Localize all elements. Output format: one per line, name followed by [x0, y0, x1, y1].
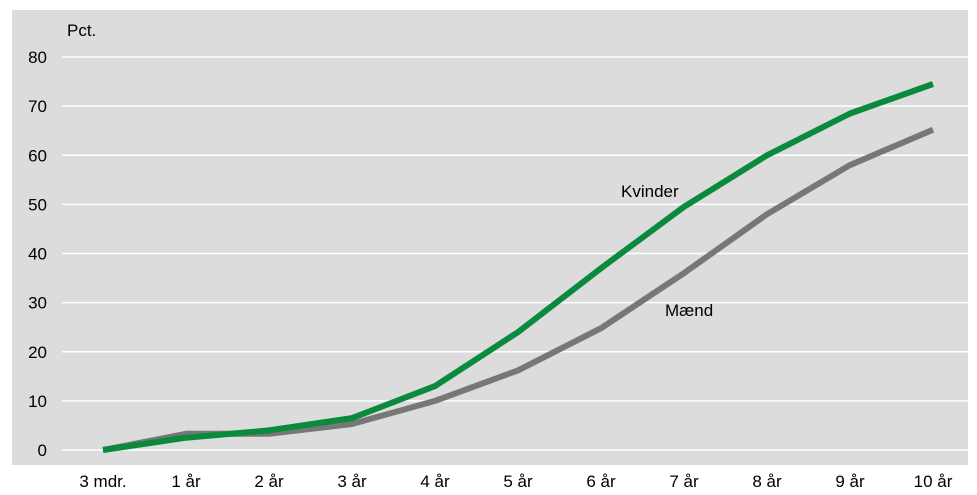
y-tick-label: 50: [28, 195, 47, 214]
y-axis-ticks: 0 10 20 30 40 50 60 70 80: [28, 48, 47, 460]
x-tick-label: 3 mdr.: [79, 472, 126, 491]
gridlines: [62, 56, 968, 451]
x-tick-label: 5 år: [503, 472, 533, 491]
y-tick-label: 0: [38, 441, 47, 460]
plot-area: [12, 10, 968, 465]
series-line-kvinder: [102, 81, 935, 453]
x-tick-label: 7 år: [669, 472, 699, 491]
x-axis-ticks: 3 mdr. 1 år 2 år 3 år 4 år 5 år 6 år 7 år 8 år 9 …: [79, 472, 952, 491]
series-label: Kvinder: [621, 182, 679, 201]
y-tick-label: 80: [28, 48, 47, 67]
x-tick-label: 9 år: [835, 472, 865, 491]
y-tick-label: 60: [28, 146, 47, 165]
series-lines: [102, 81, 935, 453]
x-tick-label: 2 år: [254, 472, 284, 491]
x-tick-label: 4 år: [420, 472, 450, 491]
x-tick-label: 3 år: [337, 472, 367, 491]
series-labels: Kvinder Mænd: [621, 182, 713, 320]
x-tick-label: 1 år: [171, 472, 201, 491]
y-tick-label: 30: [28, 294, 47, 313]
y-tick-label: 40: [28, 245, 47, 264]
x-tick-label: 6 år: [586, 472, 616, 491]
x-tick-label: 8 år: [752, 472, 782, 491]
y-axis-unit-label: Pct.: [67, 21, 96, 40]
y-tick-label: 20: [28, 343, 47, 362]
y-tick-label: 70: [28, 97, 47, 116]
x-tick-label: 10 år: [914, 472, 953, 491]
y-tick-label: 10: [28, 392, 47, 411]
series-label: Mænd: [665, 301, 713, 320]
